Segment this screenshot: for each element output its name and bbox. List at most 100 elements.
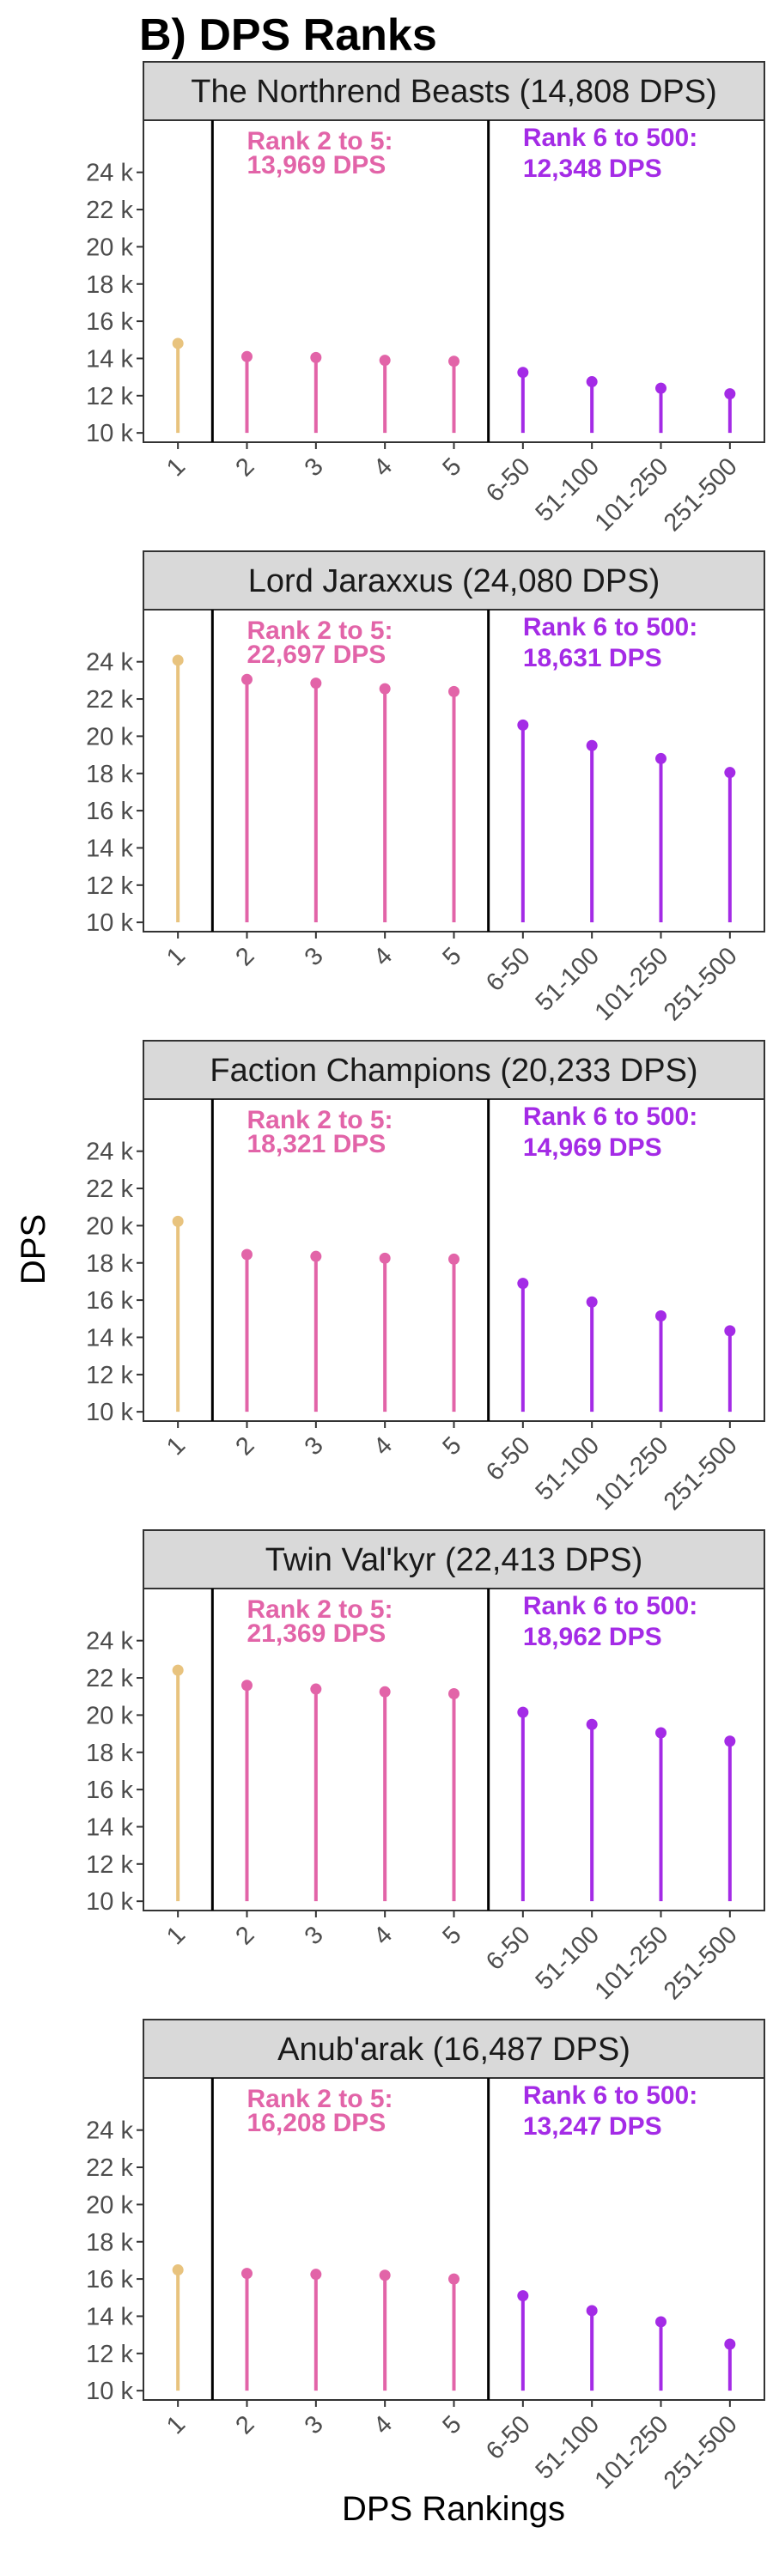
x-tick-label: 101-250 [590, 1921, 674, 2005]
lollipop-point [448, 355, 460, 368]
chart-title: B) DPS Ranks [139, 10, 437, 60]
x-tick-label: 5 [437, 1431, 466, 1461]
lollipop-point [724, 767, 736, 779]
y-tick-label: 20 k [86, 234, 133, 261]
annotation-rank6to500-value: 18,631 DPS [523, 644, 662, 672]
x-tick-label: 101-250 [590, 453, 674, 537]
lollipop-point [310, 1683, 322, 1695]
lollipop-point [724, 1735, 736, 1747]
annotation-rank6to500-value: 18,962 DPS [523, 1623, 662, 1651]
x-tick-label: 251-500 [659, 1431, 743, 1516]
x-tick-label: 6-50 [481, 1921, 536, 1976]
y-tick-label: 12 k [86, 383, 133, 410]
lollipop-point [379, 2269, 391, 2281]
y-tick-label: 10 k [86, 1888, 133, 1916]
lollipop-point [310, 2269, 322, 2281]
x-tick-label: 3 [300, 942, 329, 971]
facet-panel-3: Faction Champions (20,233 DPS)10 k12 k14… [86, 1040, 765, 1516]
x-tick-label: 6-50 [481, 942, 536, 997]
y-tick-label: 22 k [86, 197, 133, 224]
lollipop-point [517, 367, 529, 379]
facet-strip-label: Faction Champions (20,233 DPS) [210, 1053, 697, 1089]
lollipop-point [241, 1249, 253, 1261]
x-tick-label: 2 [230, 2410, 259, 2439]
lollipop-point [586, 376, 598, 388]
x-tick-label: 4 [368, 2410, 398, 2439]
annotation-rank2to5-title: Rank 2 to 5: [247, 127, 393, 155]
y-tick-label: 16 k [86, 798, 133, 825]
lollipop-point [448, 2273, 460, 2285]
x-tick-label: 6-50 [481, 1431, 536, 1486]
annotation-rank2to5-value: 13,969 DPS [247, 151, 386, 179]
y-tick-label: 16 k [86, 1287, 133, 1315]
y-tick-label: 16 k [86, 308, 133, 336]
facet-strip [143, 61, 765, 121]
x-tick-label: 5 [437, 1921, 466, 1950]
lollipop-point [172, 337, 184, 349]
x-tick-label: 6-50 [481, 2410, 536, 2465]
annotation-rank2to5-title: Rank 2 to 5: [247, 617, 393, 645]
annotation-rank2to5-value: 21,369 DPS [247, 1619, 386, 1648]
y-axis-title: DPS [15, 1214, 52, 1285]
x-tick-label: 1 [161, 1431, 191, 1461]
lollipop-point [655, 2316, 666, 2328]
annotation-rank6to500-title: Rank 6 to 500: [523, 1103, 697, 1131]
x-tick-label: 4 [368, 1921, 398, 1950]
y-tick-label: 14 k [86, 835, 133, 862]
x-tick-label: 5 [437, 2410, 466, 2439]
lollipop-point [517, 1278, 529, 1290]
x-tick-label: 251-500 [659, 942, 743, 1026]
lollipop-point [517, 2290, 529, 2302]
y-tick-label: 10 k [86, 909, 133, 937]
annotation-rank6to500-title: Rank 6 to 500: [523, 124, 697, 152]
lollipop-point [448, 1253, 460, 1265]
lollipop-point [310, 1250, 322, 1262]
y-tick-label: 14 k [86, 345, 133, 373]
annotation-rank6to500-value: 13,247 DPS [523, 2112, 662, 2141]
annotation-rank6to500-value: 14,969 DPS [523, 1133, 662, 1162]
y-tick-label: 24 k [86, 2117, 133, 2145]
x-tick-label: 1 [161, 942, 191, 971]
facet-strip [143, 2019, 765, 2079]
x-tick-label: 2 [230, 453, 259, 482]
lollipop-point [724, 2338, 736, 2350]
x-tick-label: 1 [161, 453, 191, 482]
y-tick-label: 14 k [86, 2303, 133, 2330]
y-tick-label: 20 k [86, 723, 133, 750]
x-tick-label: 1 [161, 1921, 191, 1950]
lollipop-point [241, 2268, 253, 2280]
y-tick-label: 10 k [86, 2378, 133, 2405]
facet-strip-label: Lord Jaraxxus (24,080 DPS) [248, 563, 660, 599]
x-tick-label: 1 [161, 2410, 191, 2439]
lollipop-point [517, 719, 529, 731]
facet-strip-label: Anub'arak (16,487 DPS) [277, 2032, 630, 2068]
y-tick-label: 14 k [86, 1324, 133, 1352]
lollipop-point [724, 1325, 736, 1337]
x-tick-label: 4 [368, 942, 398, 971]
y-tick-label: 22 k [86, 1665, 133, 1692]
annotation-rank2to5-title: Rank 2 to 5: [247, 1595, 393, 1624]
x-tick-label: 2 [230, 1921, 259, 1950]
y-tick-label: 18 k [86, 2229, 133, 2257]
facet-strip-label: Twin Val'kyr (22,413 DPS) [265, 1542, 643, 1578]
y-tick-label: 18 k [86, 1740, 133, 1767]
facet-strip [143, 1529, 765, 1589]
y-tick-label: 16 k [86, 1777, 133, 1804]
annotation-rank6to500-title: Rank 6 to 500: [523, 2081, 697, 2110]
lollipop-point [655, 752, 666, 764]
x-tick-label: 251-500 [659, 453, 743, 537]
y-tick-label: 18 k [86, 1250, 133, 1278]
annotation-rank2to5-value: 16,208 DPS [247, 2109, 386, 2137]
lollipop-point [586, 2305, 598, 2317]
annotation-rank2to5-value: 18,321 DPS [247, 1130, 386, 1158]
facet-strip [143, 1040, 765, 1100]
y-tick-label: 22 k [86, 1176, 133, 1203]
lollipop-point [379, 683, 391, 695]
y-tick-label: 20 k [86, 1702, 133, 1729]
x-tick-label: 3 [300, 1431, 329, 1461]
annotation-rank2to5-title: Rank 2 to 5: [247, 2085, 393, 2113]
lollipop-point [172, 2264, 184, 2276]
x-tick-label: 2 [230, 942, 259, 971]
y-tick-label: 24 k [86, 1628, 133, 1656]
